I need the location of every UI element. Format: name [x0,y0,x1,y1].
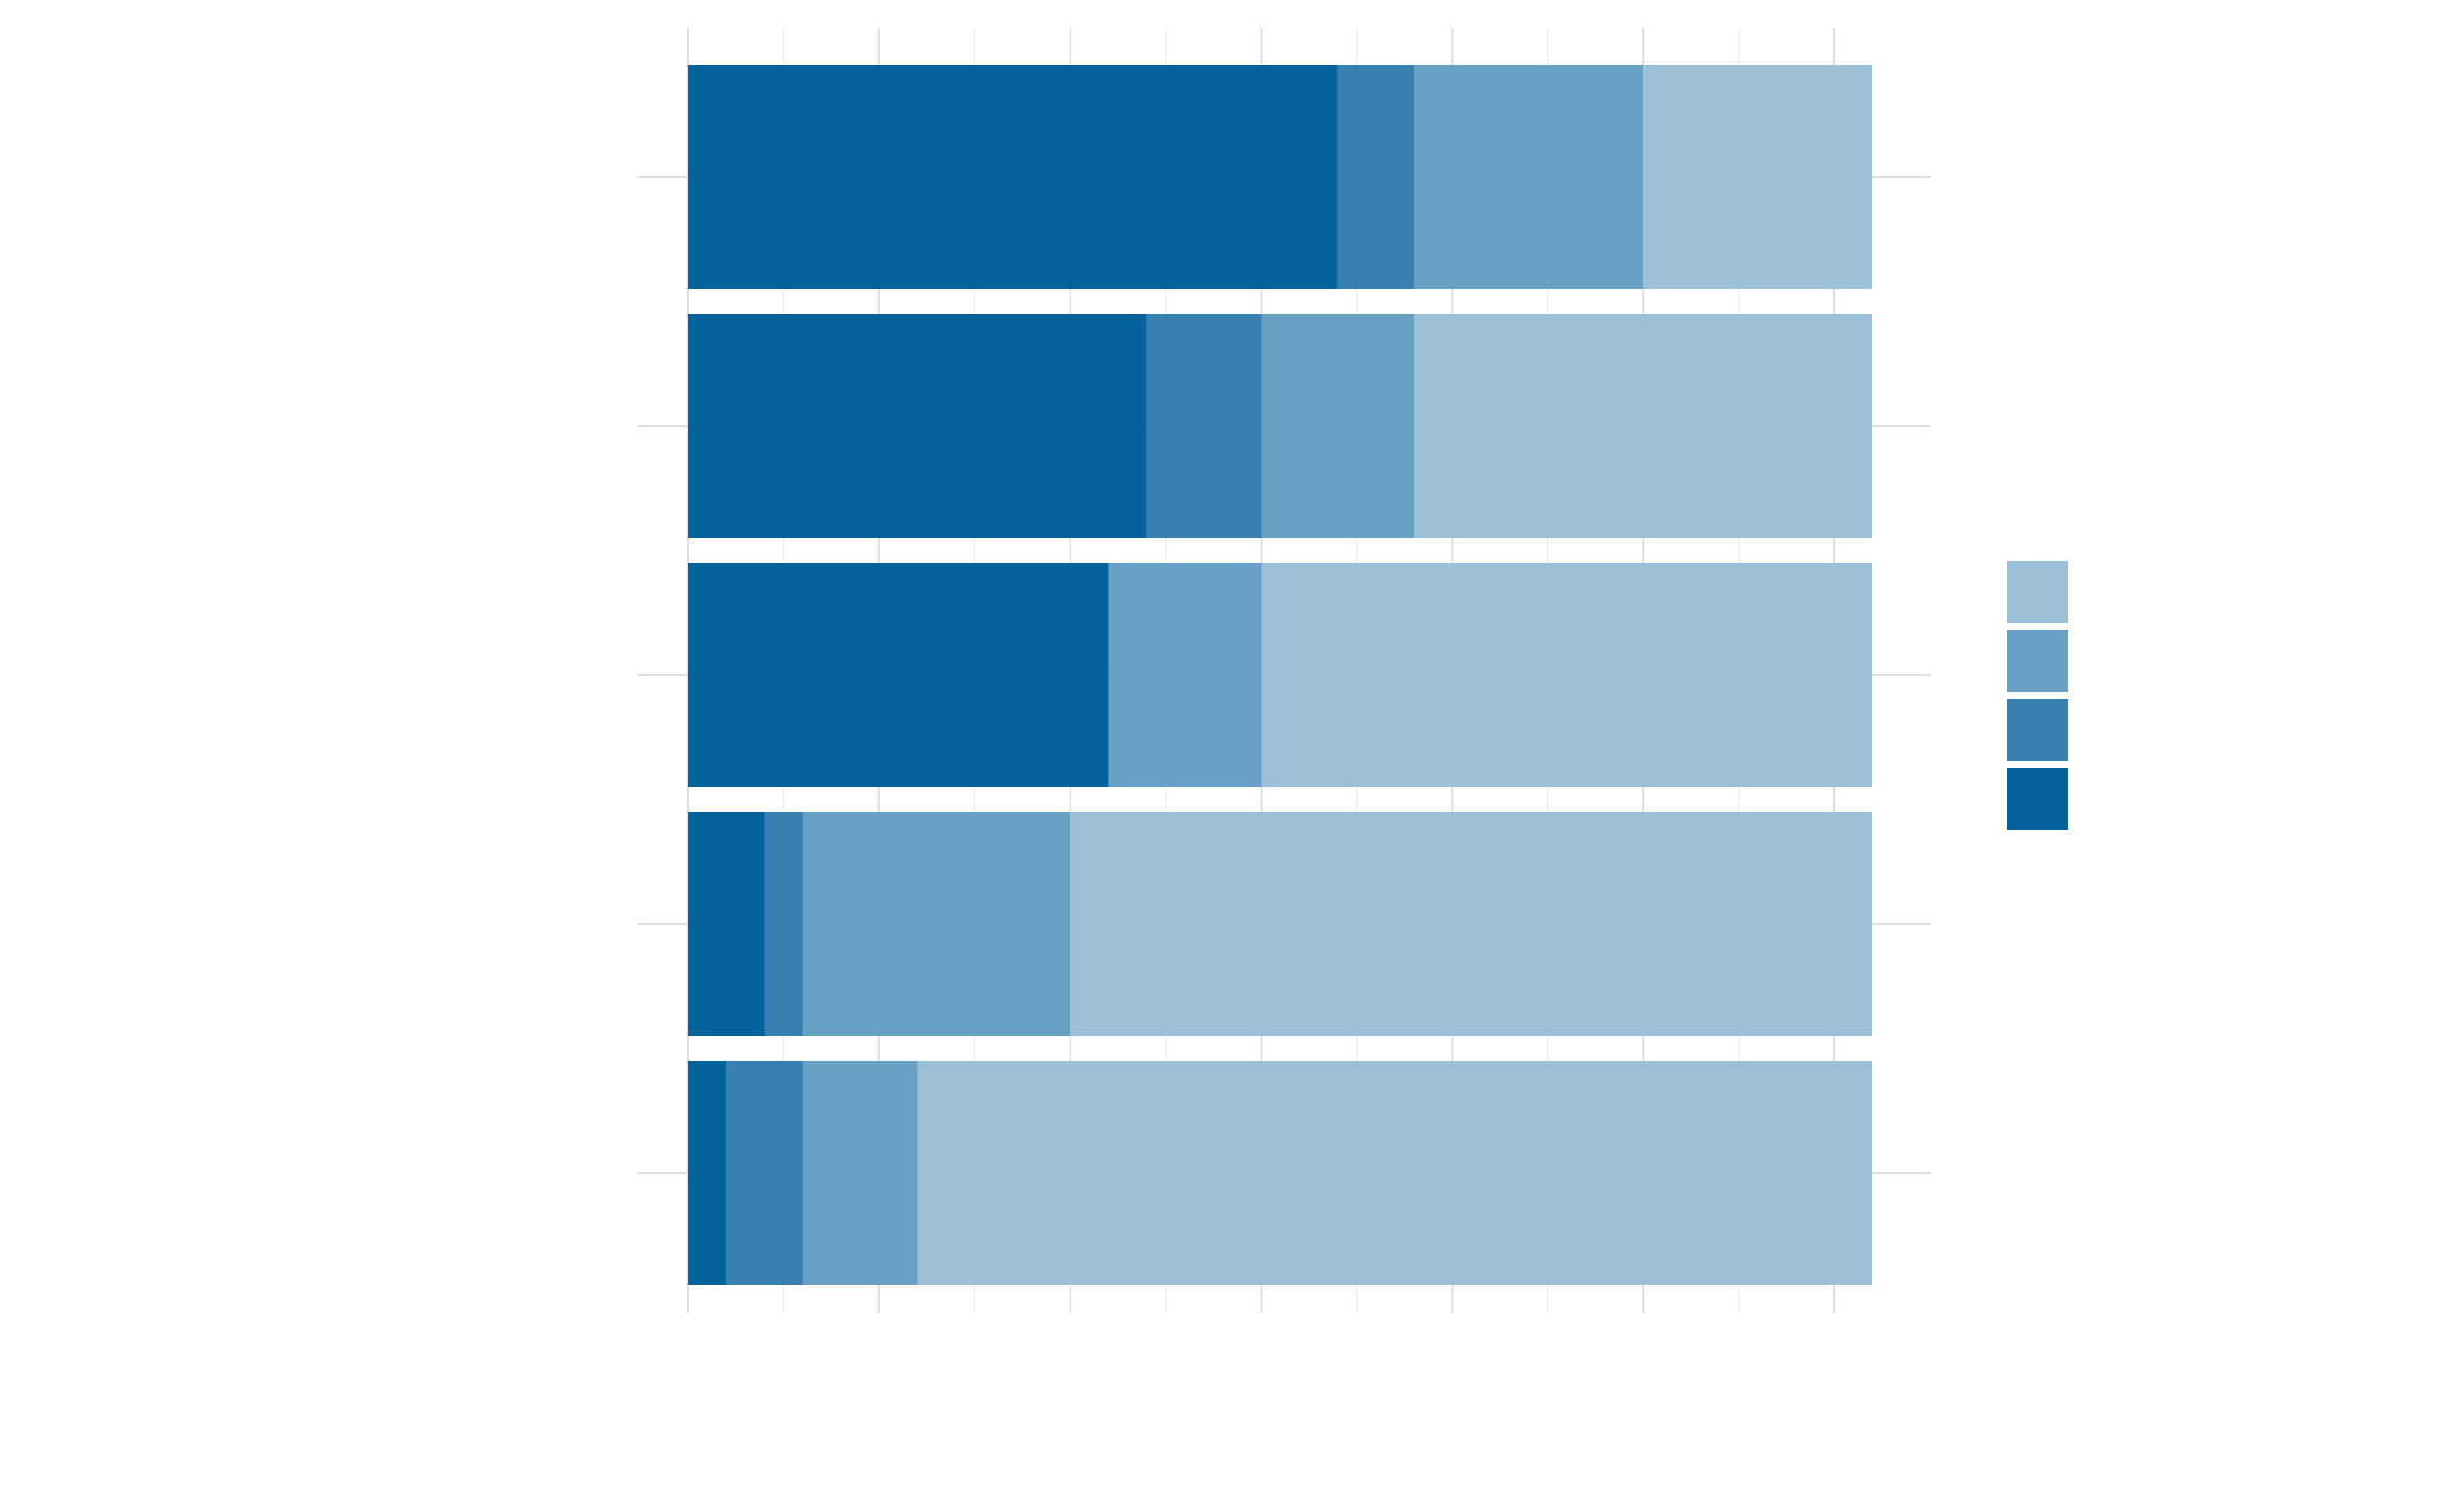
legend-swatch [2007,561,2068,623]
bar-segment [1414,65,1644,289]
bar-segment [1414,314,1872,538]
bar-segment [764,812,803,1036]
bar-segment [725,1061,803,1285]
bar-segment [1643,65,1872,289]
bar-segment [688,65,1338,289]
bar-segment [688,812,765,1036]
bar-segment [1261,314,1415,538]
bar-segment [1261,563,1872,787]
bar-segment [1337,65,1415,289]
legend-swatch [2007,630,2068,692]
bar-segment [688,1061,726,1285]
bar-segment [802,812,1070,1036]
bar-segment [917,1061,1873,1285]
legend [2007,561,2068,830]
bar-segment [1070,812,1872,1036]
bar-segment [1146,314,1262,538]
bar-segment [802,1061,918,1285]
bar-segment [1108,563,1262,787]
bar-segment [688,314,1147,538]
bar-segment [688,563,1109,787]
legend-swatch [2007,768,2068,830]
bars [688,65,1873,1285]
legend-swatch [2007,699,2068,761]
